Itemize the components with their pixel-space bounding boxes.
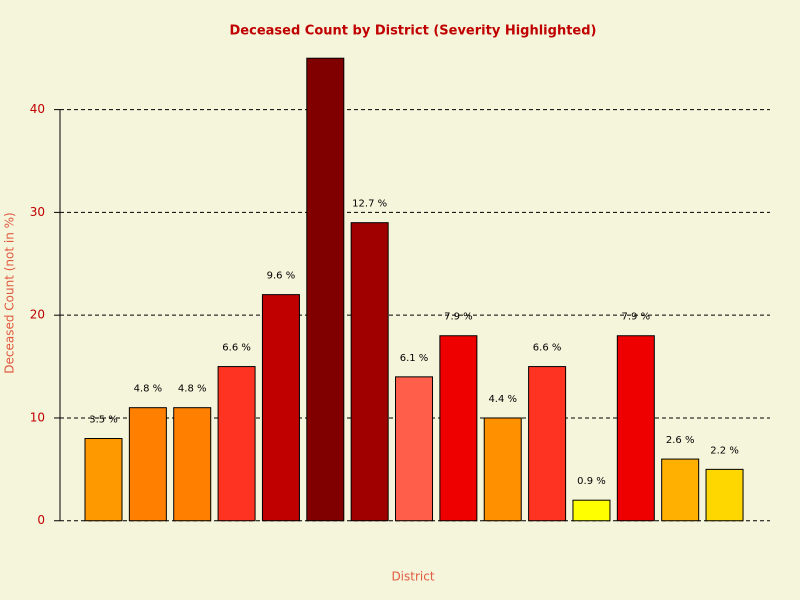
value-label: 7.9 % — [622, 312, 651, 323]
bar — [84, 438, 123, 522]
value-label: 4.8 % — [134, 384, 163, 395]
bar — [128, 407, 167, 522]
y-tick-label: 40 — [30, 102, 45, 116]
bar — [483, 417, 522, 522]
bar — [661, 458, 700, 522]
bar — [395, 376, 434, 522]
value-label: 2.6 % — [666, 435, 695, 446]
bar — [217, 366, 256, 522]
bar — [616, 335, 655, 522]
value-label: 6.1 % — [400, 353, 429, 364]
y-tick-label: 10 — [30, 410, 45, 424]
value-label: 7.9 % — [444, 312, 473, 323]
value-label: 3.5 % — [89, 415, 118, 426]
value-label: 12.7 % — [352, 199, 387, 210]
bar — [306, 57, 345, 522]
value-label: 9.6 % — [267, 271, 296, 282]
y-tick-label: 0 — [37, 513, 45, 527]
bar — [350, 222, 389, 522]
y-axis-label: Deceased Count (not in %) — [3, 212, 17, 373]
y-tick-label: 20 — [30, 308, 45, 322]
y-tick-label: 30 — [30, 205, 45, 219]
bar — [173, 407, 212, 522]
bar — [528, 366, 567, 522]
value-label: 4.8 % — [178, 384, 207, 395]
bar — [261, 294, 300, 522]
value-label: 4.4 % — [488, 394, 517, 405]
value-label: 0.9 % — [577, 476, 606, 487]
bar — [572, 499, 611, 522]
value-label: 6.6 % — [222, 343, 251, 354]
value-label: 2.2 % — [710, 445, 739, 456]
bar — [705, 468, 744, 522]
chart-title: Deceased Count by District (Severity Hig… — [230, 24, 597, 39]
x-axis-label: District — [391, 570, 434, 584]
value-label: 6.6 % — [533, 343, 562, 354]
bar — [439, 335, 478, 522]
